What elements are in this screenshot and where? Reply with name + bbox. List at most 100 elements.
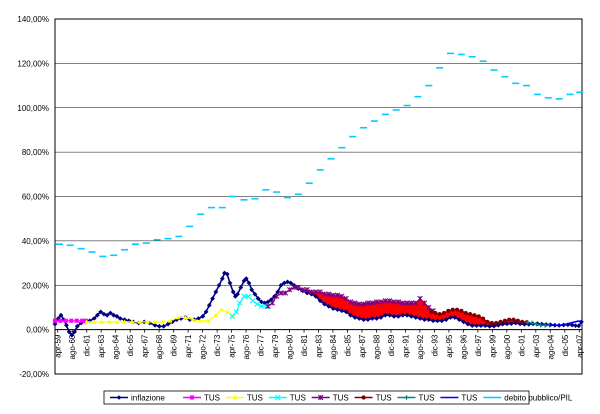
- marker-star: [317, 289, 323, 295]
- marker-diamond: [213, 289, 219, 295]
- x-tick-label: dic-05: [561, 334, 570, 356]
- marker-diamond: [430, 318, 436, 324]
- marker-diamond: [288, 280, 294, 286]
- marker-diamond: [169, 319, 175, 325]
- marker-diamond: [232, 293, 238, 299]
- marker-diamond: [114, 313, 120, 319]
- marker-star: [400, 300, 406, 306]
- marker-triangle: [137, 319, 143, 324]
- legend-item: TUS: [440, 394, 477, 403]
- marker-star: [391, 299, 397, 305]
- marker-diamond: [252, 291, 258, 297]
- marker-triangle: [145, 319, 150, 324]
- x-tick-label: apr-71: [184, 334, 193, 358]
- marker-plus: [534, 321, 539, 327]
- legend-label: TUS: [204, 394, 220, 403]
- series-7: [549, 320, 582, 327]
- marker-triangle: [122, 319, 127, 324]
- marker-star: [265, 303, 271, 310]
- legend-label: TUS: [376, 394, 392, 403]
- marker-diamond: [573, 323, 578, 329]
- x-tick-label: apr-87: [358, 334, 367, 358]
- x-tick-label: dic-73: [213, 334, 222, 356]
- x-tick-label: apr-03: [532, 334, 541, 358]
- x-tick-label: ago-00: [503, 334, 512, 359]
- series-8: [55, 52, 584, 258]
- marker-circle: [437, 312, 442, 317]
- marker-diamond: [111, 312, 117, 318]
- marker-diamond: [230, 289, 236, 295]
- marker-triangle: [183, 315, 188, 320]
- marker-star: [321, 291, 328, 297]
- marker-circle: [463, 310, 468, 316]
- marker-plus: [542, 322, 548, 328]
- legend: inflazione TUS TUS TUS TUS TUS TUS TUS debito pu…: [103, 390, 573, 405]
- marker-square: [52, 318, 58, 323]
- x-tick-label: ago-96: [459, 334, 468, 359]
- marker-diamond: [249, 287, 255, 293]
- marker-star: [295, 284, 302, 291]
- marker-diamond: [322, 301, 327, 307]
- x-tick-label: ago-76: [242, 334, 251, 359]
- x-tick-label: dic-01: [517, 334, 526, 356]
- marker-diamond: [443, 317, 449, 323]
- marker-star: [386, 298, 393, 304]
- marker-star: [330, 292, 336, 298]
- marker-diamond: [313, 293, 319, 299]
- marker-star: [417, 295, 423, 302]
- y-tick-label: 60,00%: [22, 193, 49, 202]
- marker-triangle: [107, 319, 112, 324]
- marker-star: [278, 290, 284, 296]
- marker-diamond: [426, 317, 432, 323]
- marker-x-stroke: [275, 394, 281, 401]
- marker-diamond: [278, 282, 284, 288]
- marker-star: [404, 300, 410, 306]
- marker-star: [287, 286, 293, 293]
- marker-circle: [454, 307, 460, 312]
- marker-diamond: [478, 323, 484, 329]
- marker-diamond: [469, 323, 475, 329]
- marker-star: [347, 299, 354, 305]
- x-tick-label: apr-75: [228, 334, 237, 358]
- marker-star: [318, 394, 324, 401]
- x-tick-label: apr-07: [575, 334, 584, 358]
- marker-star: [291, 284, 297, 291]
- legend-label: TUS: [247, 394, 263, 403]
- marker-x: [254, 301, 260, 307]
- marker-diamond: [52, 321, 58, 327]
- marker-diamond: [482, 323, 488, 329]
- tick-labels: -20,00% 0,00% 20,00% 40,00% 60,00% 80,00% 100,…: [17, 15, 584, 379]
- marker-circle: [459, 308, 464, 313]
- marker-circle: [498, 319, 503, 324]
- marker-square: [63, 318, 68, 323]
- marker-diamond: [335, 307, 340, 313]
- series-layer: [52, 52, 584, 338]
- marker-diamond: [317, 298, 323, 304]
- x-tick-label: dic-89: [387, 334, 396, 356]
- marker-square: [69, 318, 74, 323]
- marker-diamond: [55, 316, 61, 321]
- marker-diamond: [196, 316, 201, 321]
- x-tick-label: apr-67: [141, 334, 150, 358]
- marker-circle: [481, 316, 486, 321]
- marker-diamond: [243, 276, 249, 281]
- x-tick-label: dic-69: [170, 334, 179, 356]
- marker-triangle: [91, 319, 97, 324]
- marker-diamond: [200, 313, 206, 319]
- marker-diamond: [116, 395, 122, 400]
- marker-diamond: [104, 312, 110, 318]
- marker-diamond: [417, 316, 423, 321]
- marker-diamond: [61, 317, 67, 323]
- marker-x: [245, 293, 252, 300]
- marker-star: [360, 301, 367, 307]
- marker-diamond: [210, 296, 215, 301]
- marker-circle: [520, 319, 525, 324]
- marker-diamond: [69, 332, 75, 338]
- legend-label: inflazione: [131, 394, 165, 403]
- marker-star: [373, 299, 380, 305]
- marker-triangle: [99, 319, 105, 324]
- marker-diamond: [174, 317, 180, 323]
- marker-diamond: [465, 321, 471, 327]
- marker-star: [369, 300, 375, 306]
- marker-diamond: [66, 329, 72, 335]
